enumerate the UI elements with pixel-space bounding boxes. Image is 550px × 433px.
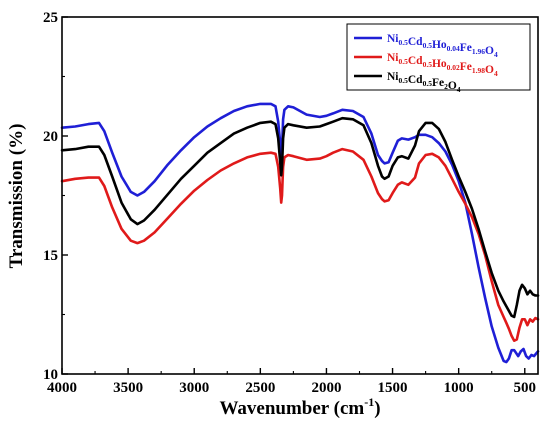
x-tick-label: 500 bbox=[514, 380, 537, 396]
y-tick-label: 25 bbox=[43, 10, 58, 26]
series-line-1 bbox=[60, 102, 540, 364]
series-line-3 bbox=[60, 116, 540, 319]
series-line-2 bbox=[60, 147, 540, 342]
x-tick-label: 3500 bbox=[113, 380, 143, 396]
y-axis: 10 15 20 25 bbox=[43, 10, 68, 383]
x-tick-label: 2500 bbox=[245, 380, 275, 396]
legend-entry-1: Ni0.5Cd0.5Ho0.04Fe1.96O4 bbox=[387, 33, 498, 59]
x-tick-label: 4000 bbox=[47, 380, 77, 396]
legend: Ni0.5Cd0.5Ho0.04Fe1.96O4Ni0.5Cd0.5Ho0.02… bbox=[346, 23, 531, 94]
x-axis-title-sup: -1 bbox=[364, 395, 374, 409]
legend-entry-2: Ni0.5Cd0.5Ho0.02Fe1.98O4 bbox=[387, 52, 498, 78]
y-axis-title: Transmission (%) bbox=[6, 124, 27, 269]
x-tick-label: 1500 bbox=[378, 380, 408, 396]
x-tick-label: 2000 bbox=[311, 380, 341, 396]
x-tick-label: 1000 bbox=[444, 380, 474, 396]
legend-entry-3: Ni0.5Cd0.5Fe2O4 bbox=[387, 71, 461, 94]
y-tick-label: 10 bbox=[43, 367, 58, 383]
x-axis-title-close: ) bbox=[374, 398, 380, 419]
x-axis-title: Wavenumber (cm-1) bbox=[219, 395, 380, 419]
series-layer bbox=[60, 102, 540, 364]
x-tick-label: 3000 bbox=[179, 380, 209, 396]
x-axis-title-main: Wavenumber (cm bbox=[219, 398, 364, 419]
y-tick-label: 20 bbox=[43, 129, 58, 145]
x-axis: 4000 3500 3000 2500 2000 1500 1000 500 bbox=[47, 368, 536, 396]
y-tick-label: 15 bbox=[43, 248, 58, 264]
